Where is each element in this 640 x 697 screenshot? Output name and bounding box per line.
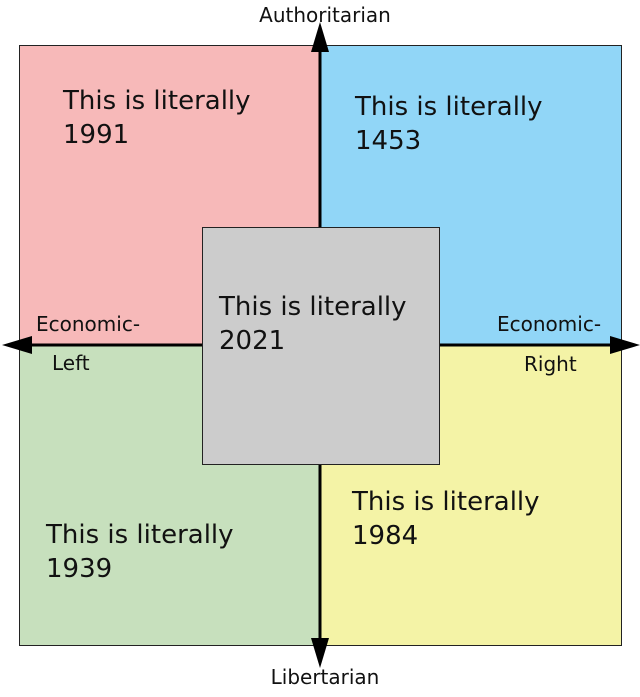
authoritarian-right-text: This is literally 1453 [355,90,543,158]
libertarian-right-text: This is literally 1984 [352,485,540,553]
authoritarian-right-year: 1453 [355,126,422,156]
axis-label-economic-right-line2: Right [524,352,577,376]
axis-label-authoritarian: Authoritarian [259,3,391,27]
authoritarian-left-line1: This is literally [63,86,251,116]
axis-label-libertarian: Libertarian [270,665,380,689]
center-line1: This is literally [219,292,407,322]
center-text: This is literally 2021 [219,290,407,358]
libertarian-right-line1: This is literally [352,487,540,517]
axis-label-economic-left-line2: Left [52,351,90,375]
axis-label-economic-right-line1: Economic- [497,312,602,336]
libertarian-right-year: 1984 [352,521,419,551]
libertarian-left-line1: This is literally [46,520,234,550]
authoritarian-left-year: 1991 [63,120,130,150]
quadrant-center [202,227,440,465]
axis-label-economic-left-line1: Economic- [36,312,141,336]
authoritarian-left-text: This is literally 1991 [63,84,251,152]
libertarian-left-year: 1939 [46,554,113,584]
authoritarian-right-line1: This is literally [355,92,543,122]
center-year: 2021 [219,326,286,356]
libertarian-left-text: This is literally 1939 [46,518,234,586]
